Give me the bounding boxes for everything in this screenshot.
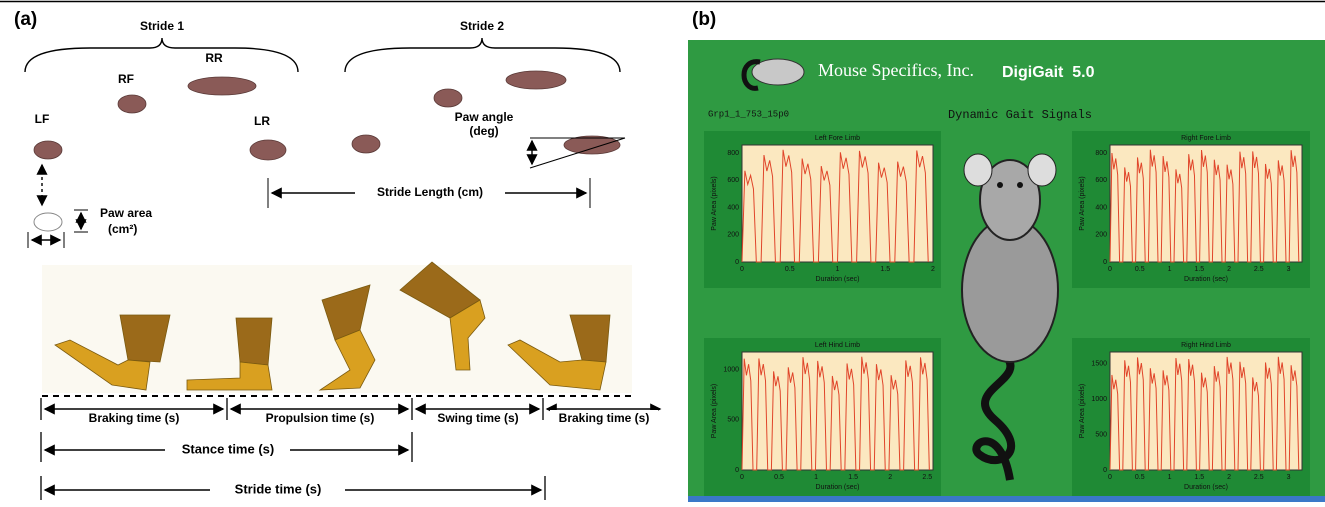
x-tick-label: 1.5 [848,474,858,481]
y-tick-label: 0 [735,259,739,266]
y-axis-label: Paw Area (pixels) [1079,384,1086,438]
x-tick-label: 1 [836,266,840,273]
x-tick-label: 1 [1168,474,1172,481]
figure: (a) Stride 1 Stride 2 LF RF RR LR Paw an… [0,0,1325,502]
y-tick-label: 800 [727,150,739,157]
paw-label: LF [35,112,50,126]
y-tick-label: 0 [1103,259,1107,266]
paw-outline [34,213,62,231]
x-tick-label: 0 [1108,266,1112,273]
status-bar [688,496,1325,502]
x-tick-label: 0.5 [1135,266,1145,273]
x-tick-label: 2.5 [1254,266,1264,273]
y-tick-label: 500 [727,417,739,424]
x-axis-label: Duration (sec) [1184,484,1228,491]
y-tick-label: 1000 [723,367,739,374]
brace [345,38,620,72]
x-tick-label: 0.5 [1135,474,1145,481]
y-tick-label: 600 [1095,177,1107,184]
x-tick-label: 2 [1227,474,1231,481]
paw-area: Paw area [100,206,152,220]
y-tick-label: 0 [1103,467,1107,474]
panel-label: (b) [692,9,716,30]
paw-area: (cm²) [108,222,137,236]
paw-angle: (deg) [469,124,498,138]
y-axis-label: Paw Area (pixels) [711,384,718,438]
y-axis-label: Paw Area (pixels) [1079,176,1086,230]
y-tick-label: 1000 [1091,396,1107,403]
x-tick-label: 3 [1287,474,1291,481]
y-tick-label: 200 [727,232,739,239]
x-axis-label: Duration (sec) [816,484,860,491]
x-tick-label: 1.5 [880,266,890,273]
panel-label: (a) [14,9,37,30]
plot-title: Left Fore Limb [815,135,860,142]
stride-label: Stride 2 [460,19,504,33]
x-axis-label: Duration (sec) [816,276,860,283]
paw-label: RR [205,51,223,65]
x-tick-label: 0.5 [774,474,784,481]
y-tick-label: 0 [735,467,739,474]
x-tick-label: 2 [1227,266,1231,273]
signals-title: Dynamic Gait Signals [948,108,1092,122]
phase-label: Braking time (s) [89,411,180,425]
brace [25,38,298,72]
x-tick-label: 0 [1108,474,1112,481]
product: DigiGait 5.0 [1002,64,1095,81]
y-tick-label: 400 [727,204,739,211]
y-tick-label: 400 [1095,204,1107,211]
plot-title: Right Fore Limb [1181,135,1231,142]
y-tick-label: 500 [1095,431,1107,438]
phase-label: Braking time (s) [559,411,650,425]
paw-label: RF [118,72,134,86]
x-tick-label: 2.5 [922,474,932,481]
plot-title: Right Hind Limb [1181,342,1231,349]
x-tick-label: 0 [740,474,744,481]
x-tick-label: 0 [740,266,744,273]
x-tick-label: 1.5 [1194,266,1204,273]
x-tick-label: 2 [888,474,892,481]
stride-label: Stride 1 [140,19,184,33]
y-tick-label: 800 [1095,150,1107,157]
stride-time-label: Stride time (s) [235,481,322,496]
x-tick-label: 2.5 [1254,474,1264,481]
brand: Mouse Specifics, Inc. [818,60,974,80]
file-id: Grp1_1_753_15p0 [708,109,789,119]
stride-length: Stride Length (cm) [377,185,483,199]
y-tick-label: 200 [1095,232,1107,239]
x-tick-label: 1 [814,474,818,481]
y-tick-label: 600 [727,177,739,184]
phase-label: Propulsion time (s) [266,411,375,425]
plot-title: Left Hind Limb [815,342,860,349]
y-axis-label: Paw Area (pixels) [711,176,718,230]
y-tick-label: 1500 [1091,361,1107,368]
paw-label: LR [254,114,270,128]
x-tick-label: 3 [1287,266,1291,273]
x-tick-label: 1.5 [1194,474,1204,481]
panel-a: (a) Stride 1 Stride 2 LF RF RR LR Paw an… [14,9,660,500]
phase-label: Swing time (s) [437,411,518,425]
x-tick-label: 2 [931,266,935,273]
x-tick-label: 1 [1168,266,1172,273]
x-tick-label: 0.5 [785,266,795,273]
stance-label: Stance time (s) [182,441,274,456]
x-axis-label: Duration (sec) [1184,276,1228,283]
paw-angle: Paw angle [455,110,514,124]
